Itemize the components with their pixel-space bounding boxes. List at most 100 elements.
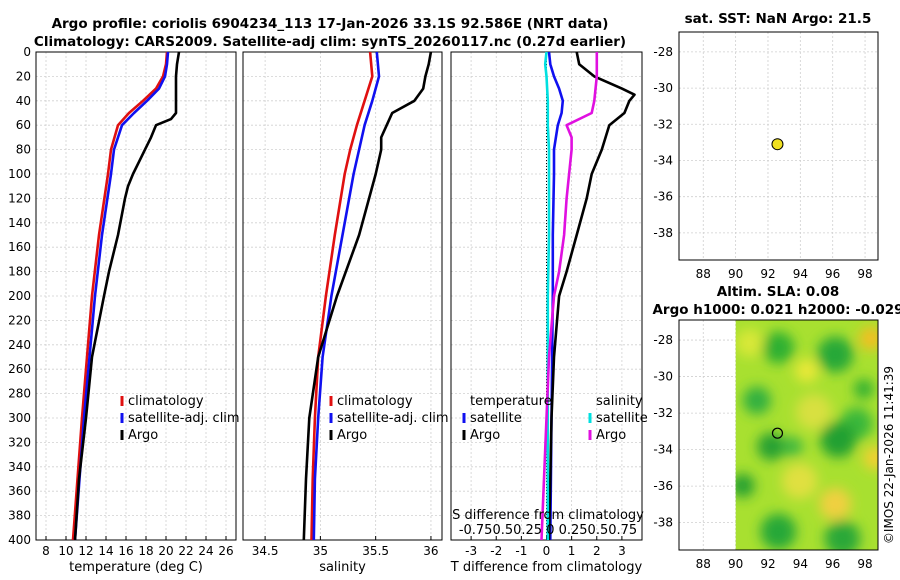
sla-map-ytick-label: -30 [653, 370, 673, 384]
salinity-legend-label: climatology [337, 394, 413, 409]
salinity-line-satellite-adj--clim [312, 51, 381, 541]
difference-xtick-label: -2 [490, 544, 502, 558]
sla-heatmap-cell [817, 336, 854, 373]
difference-legend-t-label: satellite [470, 411, 522, 426]
salinity-line-argo [302, 51, 433, 541]
sla-map-title2: Argo h1000: 0.021 h2000: -0.029 [652, 302, 900, 318]
temperature-xtick-label: 20 [158, 544, 173, 558]
sla-map-ytick-label: -36 [653, 479, 673, 493]
difference-xtick-label: 1 [568, 544, 576, 558]
sla-heatmap-cell [781, 463, 818, 499]
imos-watermark: ©IMOS 22-Jan-2026 11:41:39 [882, 366, 896, 544]
salinity-line-climatology [310, 51, 374, 541]
temperature-xtick-label: 12 [78, 544, 93, 558]
sla-heatmap-cell [757, 432, 786, 461]
sla-map-ytick-label: -38 [653, 516, 673, 530]
sst-map-title: sat. SST: NaN Argo: 21.5 [685, 11, 872, 27]
depth-tick-label: 40 [16, 94, 31, 108]
sst-map-box [678, 31, 879, 261]
depth-tick-label: 120 [8, 191, 31, 205]
depth-tick-label: 240 [8, 338, 31, 352]
sst-map-xtick-label: 98 [857, 267, 872, 281]
salinity-panel: 34.5 35 35.5 36 salinity climatology satellite… [242, 51, 449, 575]
depth-tick-label: 60 [16, 118, 31, 132]
sst-map-ytick-label: -36 [653, 190, 673, 204]
temperature-xtick-label: 14 [98, 544, 113, 558]
sla-heatmap-cell [735, 473, 755, 498]
temperature-xtick-label: 22 [178, 544, 193, 558]
depth-tick-label: 340 [8, 460, 31, 474]
legend-temperature-title: temperature [470, 394, 552, 409]
difference-xlabel: T difference from climatology [450, 560, 643, 575]
sla-heatmap-cell [742, 386, 771, 415]
depth-tick-label: 260 [8, 362, 31, 376]
sla-map-ytick-label: -32 [653, 406, 673, 420]
sla-map-xtick-label: 94 [793, 557, 808, 571]
sla-heatmap-cell [735, 329, 764, 357]
temperature-legend-label: satellite-adj. clim [128, 411, 240, 426]
difference-xtick-label: 0 [543, 544, 551, 558]
difference-xtick-label: 2 [593, 544, 601, 558]
sla-heatmap-cell [760, 513, 797, 550]
sla-map-xtick-label: 96 [825, 557, 840, 571]
depth-tick-label: 320 [8, 435, 31, 449]
salinity-xtick-label: 35.5 [362, 544, 389, 558]
depth-tick-label: 80 [16, 143, 31, 157]
depth-tick-label: 360 [8, 484, 31, 498]
sla-map-xtick-label: 90 [728, 557, 743, 571]
sla-map: 88 90 92 94 96 98 -28 -30 -32 -34 -36 -38 [653, 319, 879, 571]
temperature-line-argo [73, 51, 181, 541]
salinity-xtick-label: 36 [423, 544, 438, 558]
sla-heatmap-cell [794, 358, 819, 383]
difference-xtick-label: -3 [465, 544, 477, 558]
salinity-legend-label: satellite-adj. clim [337, 411, 449, 426]
temperature-panel: 8 10 12 14 16 18 20 22 24 26 temperature (deg C) 0 2… [8, 45, 240, 575]
temperature-axes-box [35, 51, 237, 541]
sla-map-xtick-label: 88 [696, 557, 711, 571]
sla-heatmap-cell [853, 379, 874, 399]
temperature-legend-label: climatology [128, 394, 204, 409]
sst-map-xtick-label: 96 [825, 267, 840, 281]
sla-map-ytick-label: -34 [653, 443, 673, 457]
sla-heatmap [735, 320, 879, 550]
sst-map-ytick-label: -28 [653, 45, 673, 59]
sst-map: 88 90 92 94 96 98 -28 -30 -32 -34 -36 -38 [653, 31, 879, 281]
depth-tick-label: 0 [23, 45, 31, 59]
temperature-xtick-label: 16 [118, 544, 133, 558]
sst-map-ytick-label: -38 [653, 226, 673, 240]
x2-label: S difference from climatology [452, 508, 644, 523]
sla-heatmap-cell [820, 421, 857, 458]
depth-tick-label: 280 [8, 387, 31, 401]
sst-map-xtick-label: 90 [728, 267, 743, 281]
x2-tick-labels: -0.750.50.25 0 0.250.50.75 [459, 523, 637, 538]
sla-heatmap-cell [819, 488, 852, 520]
temperature-legend-label: Argo [128, 428, 158, 443]
depth-tick-label: 300 [8, 411, 31, 425]
difference-xtick-label: 3 [618, 544, 626, 558]
depth-tick-label: 200 [8, 289, 31, 303]
difference-legend-s-label: satellite [596, 411, 648, 426]
difference-legend-s-label: Argo [596, 428, 626, 443]
title-line2: Climatology: CARS2009. Satellite-adj cli… [34, 34, 626, 50]
salinity-xtick-label: 35 [313, 544, 328, 558]
depth-tick-label: 20 [16, 69, 31, 83]
sla-heatmap-cell [858, 326, 879, 351]
depth-tick-label: 160 [8, 240, 31, 254]
temperature-xlabel: temperature (deg C) [69, 560, 203, 575]
difference-line-s-satellite [543, 51, 551, 540]
difference-line-s-argo [540, 52, 599, 541]
depth-tick-label: 380 [8, 509, 31, 523]
argo-location-circle [771, 427, 784, 439]
temperature-xtick-label: 18 [138, 544, 153, 558]
temperature-line-climatology [71, 51, 169, 541]
salinity-xtick-label: 34.5 [252, 544, 279, 558]
title-line1: Argo profile: coriolis 6904234_113 17-Ja… [52, 16, 609, 32]
sla-heatmap-cell [795, 394, 832, 430]
sla-heatmap-cell [762, 331, 795, 364]
salinity-axes-box [242, 51, 443, 541]
sst-map-ytick-label: -32 [653, 117, 673, 131]
sla-heatmap-cell [782, 436, 803, 457]
sst-map-xtick-label: 88 [696, 267, 711, 281]
temperature-xtick-label: 10 [58, 544, 73, 558]
sst-map-xtick-label: 92 [760, 267, 775, 281]
